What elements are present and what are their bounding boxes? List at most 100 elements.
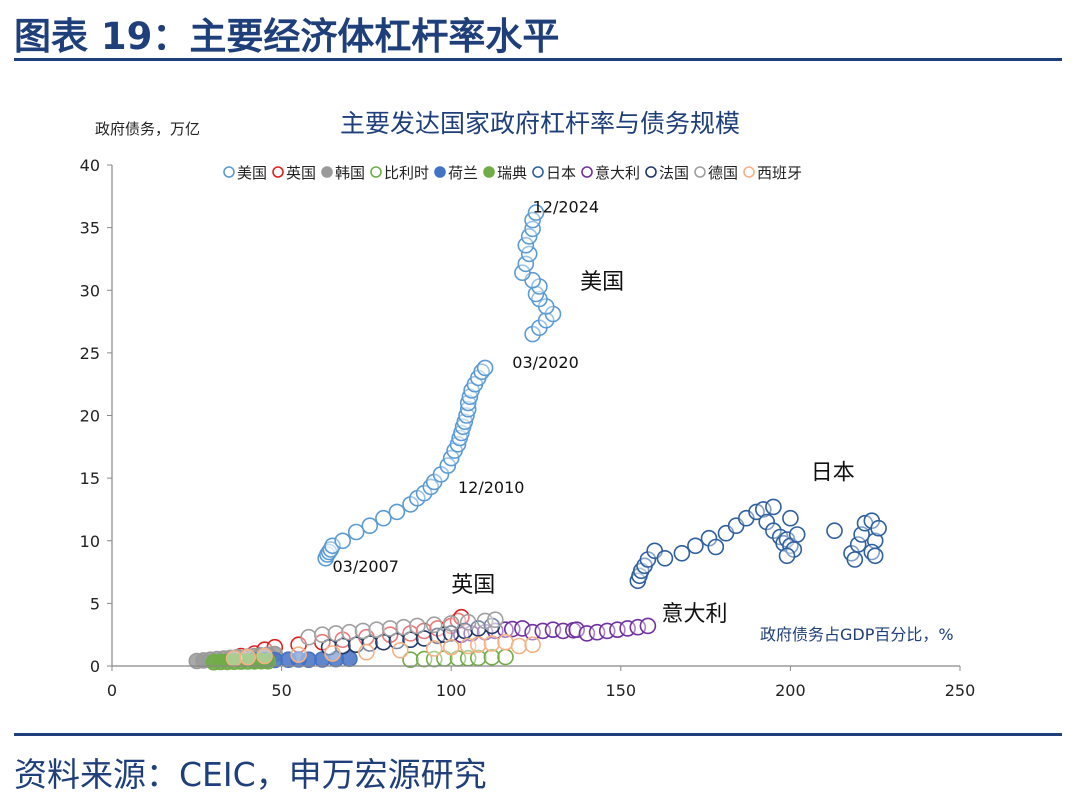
data-point bbox=[497, 648, 514, 666]
data-point bbox=[483, 635, 501, 652]
data-point bbox=[788, 526, 806, 543]
x-axis-label: 政府债务占GDP百分比，% bbox=[760, 625, 954, 644]
x-tick-label: 150 bbox=[606, 681, 637, 700]
x-tick-label: 0 bbox=[107, 681, 117, 700]
data-point bbox=[442, 615, 460, 632]
data-point bbox=[524, 220, 541, 238]
data-point bbox=[459, 394, 477, 412]
series-group bbox=[402, 648, 514, 669]
legend-label: 美国 bbox=[237, 164, 267, 182]
legend-marker bbox=[370, 166, 382, 178]
data-point bbox=[754, 501, 772, 518]
data-point bbox=[358, 643, 375, 661]
legend-label: 法国 bbox=[659, 164, 689, 182]
data-point bbox=[456, 413, 474, 431]
legend-marker bbox=[483, 166, 495, 178]
x-tick-label: 100 bbox=[436, 681, 467, 700]
data-point bbox=[402, 651, 419, 669]
data-point bbox=[765, 498, 782, 516]
y-axis-label: 政府债务，万亿 bbox=[95, 120, 200, 138]
legend-marker bbox=[272, 166, 284, 178]
data-point bbox=[469, 636, 487, 654]
data-point bbox=[687, 537, 704, 555]
data-point bbox=[347, 523, 365, 541]
data-point bbox=[402, 631, 419, 649]
legend-marker bbox=[434, 166, 446, 178]
legend-label: 德国 bbox=[708, 164, 738, 182]
legend-label: 韩国 bbox=[335, 164, 365, 182]
data-point bbox=[327, 625, 345, 642]
data-point bbox=[849, 536, 867, 553]
data-point bbox=[656, 549, 674, 567]
data-point bbox=[300, 628, 318, 646]
data-points bbox=[188, 204, 887, 671]
data-point bbox=[442, 638, 460, 656]
data-point bbox=[459, 400, 477, 418]
legend-label: 西班牙 bbox=[757, 164, 802, 182]
header-rule bbox=[14, 58, 1062, 61]
data-point bbox=[486, 611, 504, 629]
chart-annotation: 12/2024 bbox=[533, 198, 599, 217]
series-group bbox=[225, 633, 541, 667]
data-point bbox=[782, 509, 799, 527]
x-tick-label: 200 bbox=[775, 681, 806, 700]
series-group bbox=[629, 498, 887, 590]
data-point bbox=[408, 617, 426, 635]
figure-title: 图表 19：主要经济体杠杆率水平 bbox=[14, 15, 560, 58]
data-point bbox=[290, 646, 307, 664]
data-point bbox=[483, 648, 501, 666]
data-point bbox=[866, 547, 884, 565]
data-point bbox=[341, 623, 358, 641]
data-point bbox=[826, 522, 843, 540]
data-point bbox=[846, 551, 864, 568]
y-tick-label: 40 bbox=[80, 156, 100, 175]
data-point bbox=[517, 236, 535, 254]
chart-annotation: 意大利 bbox=[662, 602, 728, 627]
chart-annotation: 03/2007 bbox=[333, 557, 399, 576]
data-point bbox=[459, 613, 477, 631]
data-point bbox=[673, 544, 691, 562]
data-point bbox=[778, 547, 796, 565]
y-tick-label: 35 bbox=[80, 219, 100, 238]
data-point bbox=[870, 519, 887, 537]
chart-annotation: 日本 bbox=[811, 460, 855, 485]
legend-label: 日本 bbox=[546, 164, 576, 182]
chart-annotation: 03/2020 bbox=[512, 353, 578, 372]
legend-marker bbox=[743, 166, 755, 178]
chart-annotation: 12/2010 bbox=[458, 478, 524, 497]
data-point bbox=[520, 245, 538, 263]
y-tick-label: 5 bbox=[90, 594, 100, 613]
data-point bbox=[510, 637, 528, 655]
series-group bbox=[453, 617, 657, 644]
data-point bbox=[391, 641, 409, 659]
y-tick-label: 0 bbox=[90, 657, 100, 676]
data-point bbox=[517, 255, 535, 273]
legend-label: 意大利 bbox=[595, 164, 640, 182]
data-point bbox=[425, 640, 443, 657]
data-point bbox=[324, 645, 341, 662]
chart-annotation: 美国 bbox=[580, 270, 624, 295]
data-point bbox=[395, 618, 413, 636]
data-point bbox=[527, 204, 545, 221]
data-point bbox=[639, 617, 657, 635]
data-point bbox=[568, 621, 586, 639]
y-tick-label: 25 bbox=[80, 344, 100, 363]
data-point bbox=[381, 620, 399, 637]
data-point bbox=[361, 517, 379, 535]
legend-label: 瑞典 bbox=[497, 164, 527, 182]
data-point bbox=[239, 648, 256, 666]
data-point bbox=[707, 538, 725, 556]
data-point bbox=[458, 407, 475, 424]
data-point bbox=[313, 626, 331, 644]
y-tick-label: 10 bbox=[80, 532, 100, 551]
data-point bbox=[425, 616, 443, 634]
y-tick-label: 15 bbox=[80, 469, 100, 488]
data-point bbox=[514, 264, 531, 282]
data-point bbox=[225, 650, 243, 667]
data-point bbox=[324, 537, 341, 555]
legend-label: 英国 bbox=[286, 164, 316, 182]
y-tick-label: 30 bbox=[80, 281, 100, 300]
data-point bbox=[375, 509, 392, 527]
